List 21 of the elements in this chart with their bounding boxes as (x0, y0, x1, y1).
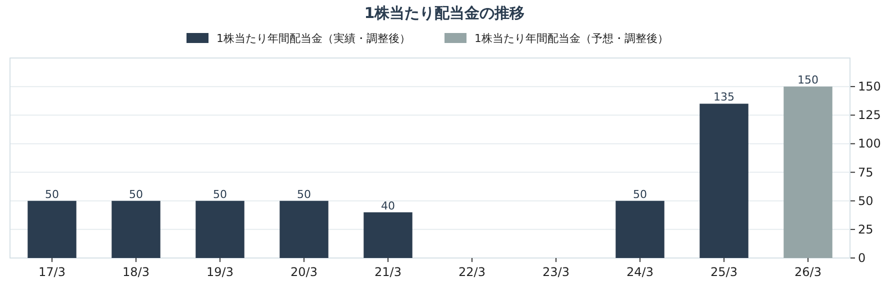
x-tick-label: 22/3 (458, 265, 486, 279)
x-tick-label: 26/3 (794, 265, 822, 279)
data-label: 150 (798, 74, 818, 87)
data-label: 50 (633, 188, 647, 201)
data-label: 135 (714, 90, 734, 104)
x-tick-label: 20/3 (290, 265, 318, 279)
x-tick-label: 21/3 (374, 265, 402, 279)
x-tick-label: 25/3 (710, 265, 738, 279)
data-label: 50 (45, 188, 59, 201)
legend-label: 1株当たり年間配当金（予想・調整後） (474, 32, 668, 45)
x-tick-label: 18/3 (122, 265, 150, 279)
data-label: 50 (297, 188, 311, 201)
x-tick-label: 17/3 (38, 265, 66, 279)
data-label: 50 (129, 188, 143, 201)
x-tick-label: 19/3 (206, 265, 234, 279)
x-tick-label: 23/3 (542, 265, 570, 279)
x-tick-label: 24/3 (626, 265, 654, 279)
data-label: 40 (381, 199, 395, 212)
data-label: 50 (213, 188, 227, 201)
title: 1株当たり配当金の推移 (364, 4, 525, 22)
legend-label: 1株当たり年間配当金（実績・調整後） (216, 32, 410, 45)
